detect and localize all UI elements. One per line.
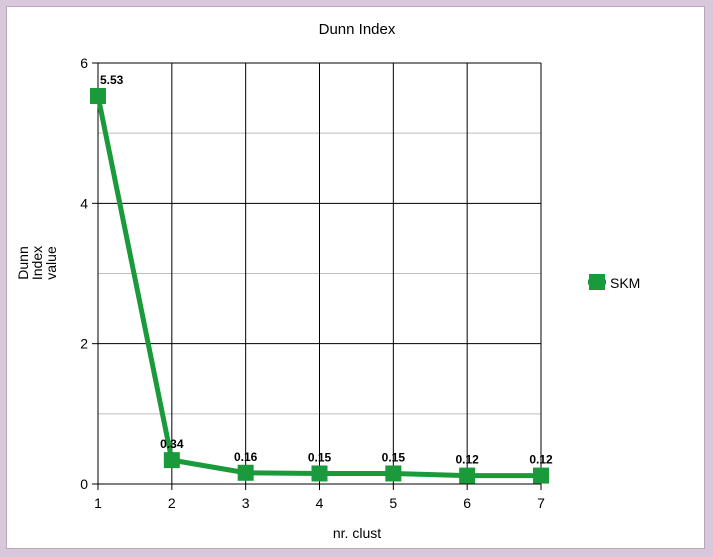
x-tick-label: 5 [389,495,397,511]
legend-marker-swatch [589,274,605,290]
x-axis-label: nr. clust [333,525,381,541]
data-label: 0.34 [160,437,184,451]
x-tick-label: 3 [242,495,250,511]
x-axis-ticks: 1 2 3 4 5 6 7 [94,495,545,511]
data-label: 0.15 [382,450,406,464]
data-label: 0.16 [234,450,258,464]
y-tick-label: 0 [80,476,88,492]
data-point-marker [533,467,549,484]
y-axis-ticks: 0 2 4 6 [80,55,88,492]
data-point-marker [90,87,106,104]
data-labels: 5.53 0.34 0.16 0.15 0.15 0.12 0.12 [100,73,553,467]
y-axis-label-line-1: Dunn [15,246,31,279]
chart-grid [92,62,542,490]
data-label: 0.12 [455,453,479,467]
x-tick-label: 7 [537,495,545,511]
y-axis-label-line-2: Index [29,246,45,280]
y-tick-label: 6 [80,55,88,71]
x-tick-label: 6 [463,495,471,511]
data-point-marker [385,465,402,482]
data-point-marker [459,467,476,484]
data-point-marker [237,464,254,481]
legend-label-skm: SKM [610,275,640,291]
x-tick-label: 2 [168,495,176,511]
chart-frame [6,6,705,549]
data-label: 5.53 [100,73,124,87]
data-label: 0.12 [529,453,553,467]
data-point-marker [311,465,328,482]
data-point-marker [163,452,180,469]
y-axis-label: Dunn Index value [15,246,59,280]
x-tick-label: 1 [94,495,102,511]
x-tick-label: 4 [316,495,324,511]
y-tick-label: 4 [80,195,88,211]
legend: SKM [588,274,640,291]
chart-title: Dunn Index [319,21,396,38]
y-axis-label-line-3: value [43,246,59,280]
series-skm [90,87,549,484]
data-label: 0.15 [308,450,332,464]
y-tick-label: 2 [80,336,88,352]
